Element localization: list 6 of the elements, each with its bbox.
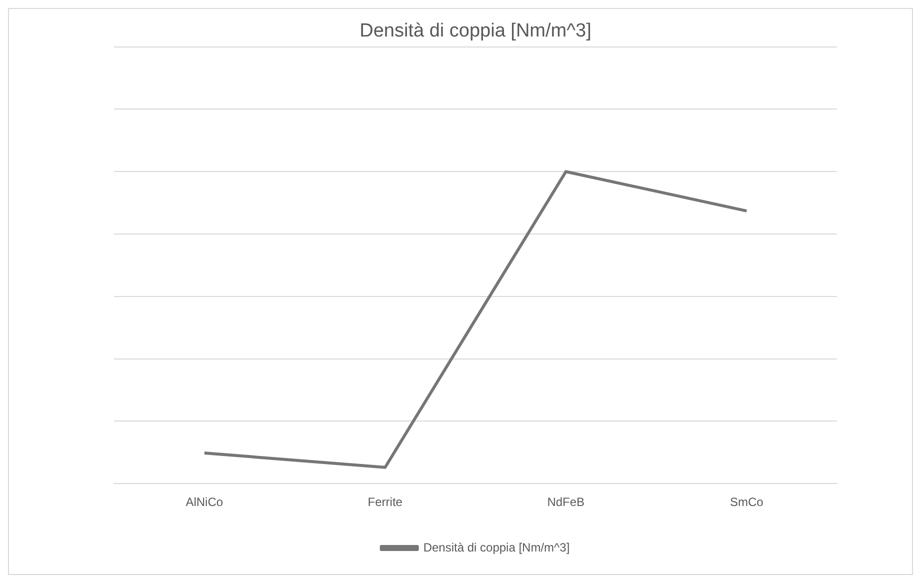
x-tick-label: AlNiCo (186, 495, 224, 510)
legend-label: Densità di coppia [Nm/m^3] (423, 540, 570, 554)
chart-title: Densità di coppia [Nm/m^3] (360, 20, 592, 42)
x-tick-label: SmCo (730, 495, 764, 510)
x-tick-label: Ferrite (368, 495, 403, 510)
x-tick-label: NdFeB (547, 495, 585, 510)
